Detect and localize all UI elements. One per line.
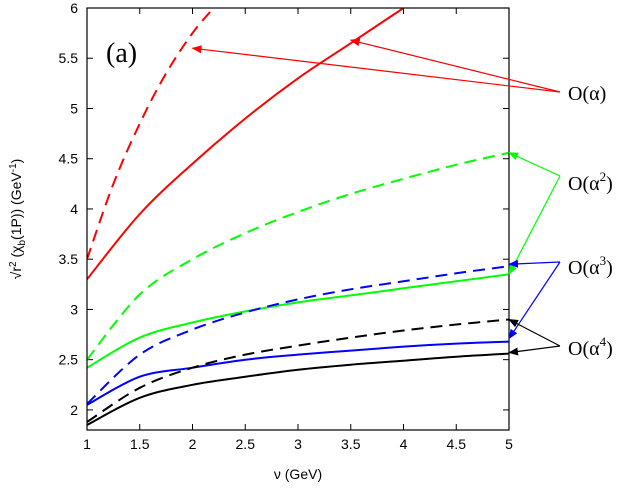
series-line-3-solid (87, 273, 509, 369)
y-tick-label: 3 (70, 301, 78, 317)
y-axis-label: √r2 (χb(1P)) (GeV-1) (8, 159, 28, 280)
x-tick-label: 5 (505, 436, 513, 452)
x-tick-label: 2.5 (236, 436, 256, 452)
series-line-4-dashed (87, 151, 509, 361)
y-tick-label: 5.5 (59, 50, 79, 66)
y-tick-label: 2.5 (59, 352, 79, 368)
axis-ticks: 1 1.5 2 2.5 3 3.5 4 4.5 5 2 2.5 3 3.5 4 4.5 5 5.5 6 (59, 0, 514, 452)
x-axis-label: ν (GeV) (274, 466, 322, 482)
y-tick-label: 3.5 (59, 251, 79, 267)
annotation-arrow-4-2 (508, 345, 561, 356)
annotation-order-4: O(α4) (568, 334, 613, 360)
annotation-arrow-1-1 (191, 45, 561, 93)
x-tick-label: 4 (400, 436, 408, 452)
x-tick-label: 4.5 (447, 436, 467, 452)
panel-label: (a) (106, 38, 137, 69)
y-tick-label: 5 (70, 100, 78, 116)
annotation-arrow-2-2 (508, 175, 561, 276)
x-tick-label: 3 (294, 436, 302, 452)
series-line-8-dashed (87, 318, 509, 423)
series-line-6-dashed (87, 265, 509, 405)
annotation-arrow-3-1 (508, 259, 561, 268)
series-line-2-dashed (87, 8, 215, 260)
annotation-order-3: O(α3) (568, 253, 613, 279)
annotation-arrow-2-1 (508, 152, 561, 177)
annotation-arrow-3-2 (508, 261, 561, 340)
annotation-arrow-1-2 (349, 38, 561, 93)
x-tick-label: 3.5 (341, 436, 361, 452)
y-tick-label: 6 (70, 0, 78, 16)
x-tick-label: 1 (83, 436, 91, 452)
plot-frame (86, 7, 510, 431)
x-tick-label: 2 (189, 436, 197, 452)
y-tick-label: 2 (70, 402, 78, 418)
y-tick-label: 4.5 (59, 151, 79, 167)
annotation-arrow-4-1 (508, 318, 561, 347)
y-tick-label: 4 (70, 201, 78, 217)
annotation-arrows (191, 38, 561, 356)
annotation-order-2: O(α2) (568, 169, 613, 195)
series-line-7-solid (87, 352, 509, 426)
series-layer (87, 8, 509, 426)
x-tick-label: 1.5 (130, 436, 150, 452)
series-line-5-solid (87, 340, 509, 406)
annotation-order-1: O(α) (568, 83, 606, 105)
